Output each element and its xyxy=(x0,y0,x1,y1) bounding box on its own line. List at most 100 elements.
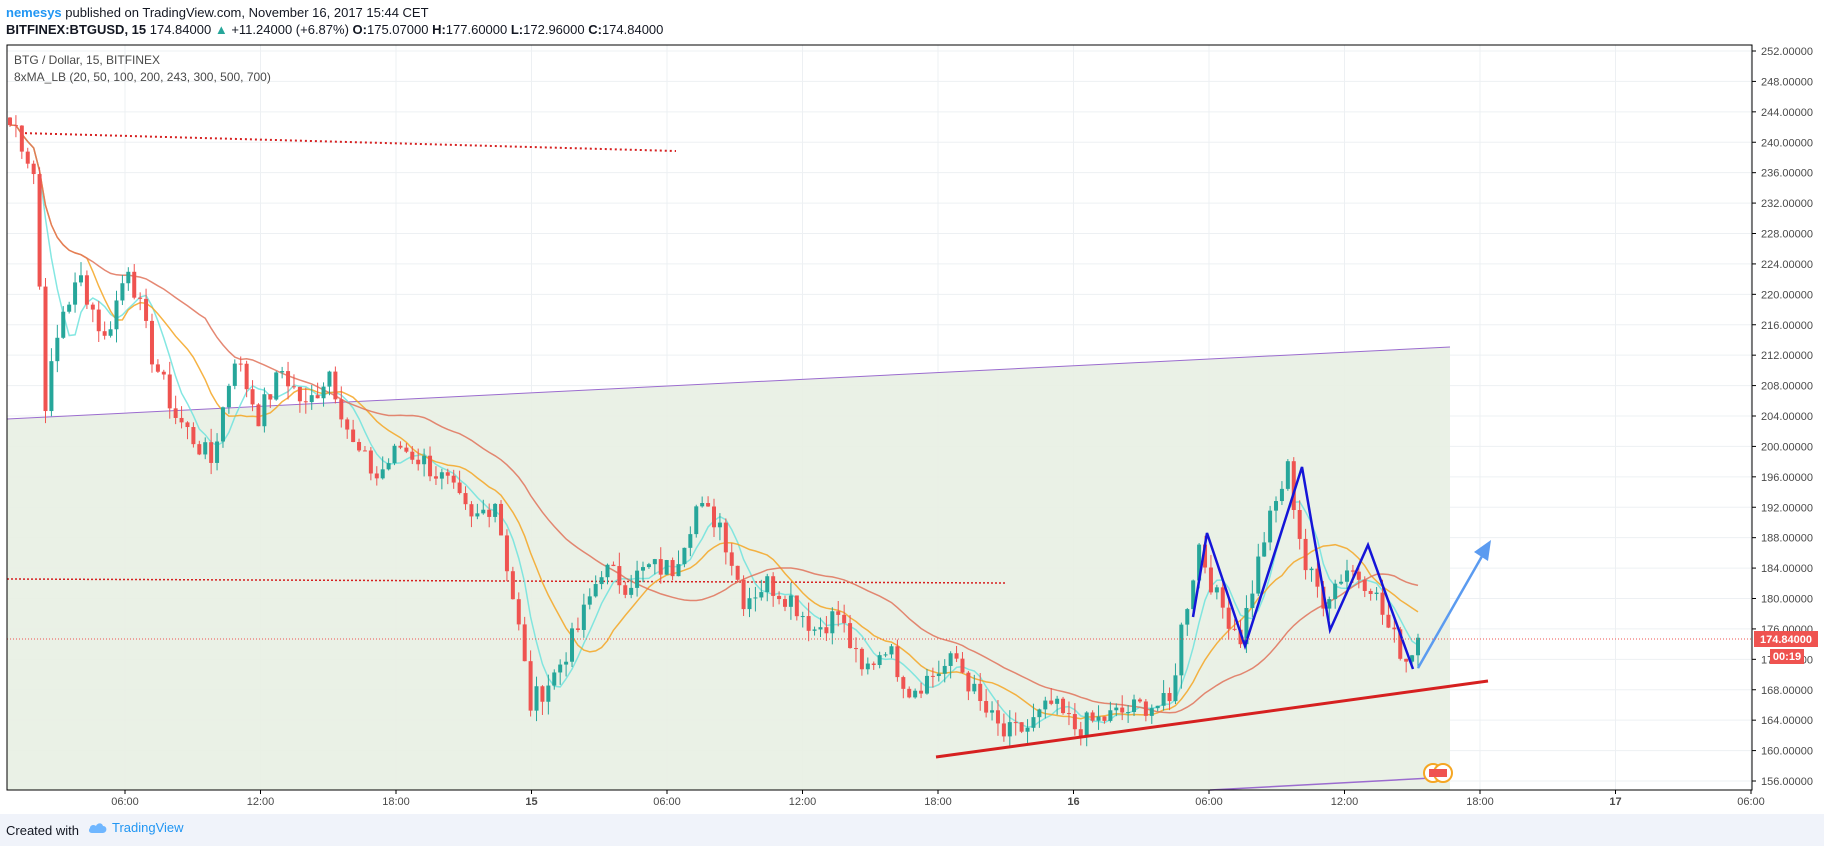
candle-body xyxy=(303,401,308,403)
candle-body xyxy=(1031,717,1036,728)
author-name[interactable]: nemesys xyxy=(6,5,62,20)
candle-body xyxy=(445,472,450,476)
candle-body xyxy=(1380,592,1385,615)
candle-body xyxy=(877,655,882,665)
candle-body xyxy=(948,653,953,666)
candle-body xyxy=(960,658,965,673)
candle-body xyxy=(930,675,935,677)
candle-body xyxy=(859,648,864,670)
candle-body xyxy=(871,663,876,665)
support-trend-line[interactable] xyxy=(935,679,1489,759)
candle-body xyxy=(712,506,716,528)
channel-lower-line[interactable] xyxy=(1209,776,1451,791)
candle-body xyxy=(830,611,835,634)
candle-body xyxy=(901,677,906,689)
chart-header: nemesys published on TradingView.com, No… xyxy=(6,4,663,38)
candle-body xyxy=(286,371,291,387)
candle-body xyxy=(1268,510,1273,543)
price-tick-label: 216.00000 xyxy=(1761,320,1813,332)
resistance-dotted-line[interactable] xyxy=(19,132,677,152)
candle-body xyxy=(611,564,616,567)
candle-body xyxy=(990,710,995,713)
candle-body xyxy=(398,445,403,448)
candle-body xyxy=(842,614,847,624)
candle-body xyxy=(392,445,397,464)
countdown-badge-text: 00:19 xyxy=(1773,651,1801,663)
candle-body xyxy=(410,451,415,460)
published-info: published on TradingView.com, November 1… xyxy=(65,5,429,20)
candle-body xyxy=(540,686,545,702)
price-tick-label: 164.00000 xyxy=(1761,715,1813,727)
price-tick-label: 192.00000 xyxy=(1761,502,1813,514)
candle-body xyxy=(635,570,640,588)
candle-body xyxy=(1274,501,1279,511)
candle-body xyxy=(1297,510,1302,539)
time-axis[interactable]: 06:00 12:00 18:00 15 06:00 12:00 18:00 16 06:00 1… xyxy=(111,790,1765,808)
price-axis[interactable]: 156.00000160.00000164.00000168.00000172.… xyxy=(1752,46,1813,788)
time-tick-label: 06:00 xyxy=(1737,796,1765,808)
price-tick-label: 228.00000 xyxy=(1761,229,1813,241)
zigzag-pattern[interactable] xyxy=(1191,466,1415,670)
candle-body xyxy=(493,503,498,517)
candle-body xyxy=(599,577,604,585)
time-tick-label: 12:00 xyxy=(789,796,817,808)
candle-body xyxy=(1350,570,1355,572)
candle-body xyxy=(433,476,438,479)
candle-body xyxy=(1149,708,1154,716)
event-flag-icon[interactable] xyxy=(1423,763,1453,783)
candle-body xyxy=(1226,607,1231,629)
candle-body xyxy=(664,560,669,575)
price-chart[interactable]: 156.00000 160.00000 164.00000 168.00000 172.… xyxy=(0,0,1824,814)
candle-body xyxy=(1339,581,1344,584)
candle-body xyxy=(812,629,817,631)
candle-body xyxy=(1161,693,1166,706)
candle-body xyxy=(1049,700,1054,704)
candle-body xyxy=(203,442,208,455)
time-tick-label: 12:00 xyxy=(1331,796,1359,808)
candle-body xyxy=(84,275,89,305)
candle-body xyxy=(1037,709,1042,718)
candle-body xyxy=(942,665,947,674)
candle-body xyxy=(788,595,793,607)
price-tick-label: 180.00000 xyxy=(1761,594,1813,606)
candle-body xyxy=(297,386,302,402)
legend-indicator[interactable]: 8xMA_LB (20, 50, 100, 200, 243, 300, 500… xyxy=(14,70,271,84)
candle-body xyxy=(978,683,983,702)
candle-body xyxy=(1410,655,1415,662)
candle-body xyxy=(357,442,362,451)
candle-body xyxy=(741,579,746,610)
candle-body xyxy=(670,560,675,577)
last-price: 174.84000 xyxy=(149,22,212,37)
candle-body xyxy=(1167,693,1172,702)
candle-body xyxy=(723,522,728,553)
candle-body xyxy=(777,595,782,600)
candle-body xyxy=(463,493,468,505)
candle-body xyxy=(1356,571,1361,580)
candle-body xyxy=(848,623,853,649)
candle-body xyxy=(936,673,941,677)
candle-body xyxy=(185,422,190,428)
candle-body xyxy=(1315,568,1320,587)
ma-slow-line xyxy=(9,124,1419,714)
candle-body xyxy=(759,592,764,598)
candle-body xyxy=(451,475,456,483)
candle-body xyxy=(309,395,314,403)
ma-mid-line xyxy=(9,124,1419,720)
candle-body xyxy=(1096,716,1101,721)
candle-body xyxy=(558,664,563,673)
candle-body xyxy=(475,513,480,517)
candle-body xyxy=(1001,723,1006,737)
candle-body xyxy=(824,627,829,634)
tradingview-link[interactable]: TradingView xyxy=(88,820,184,835)
candle-body xyxy=(238,363,243,365)
candle-body xyxy=(102,331,107,336)
price-tick-label: 236.00000 xyxy=(1761,168,1813,180)
candle-body xyxy=(1345,570,1350,582)
candle-body xyxy=(315,395,320,399)
candle-body xyxy=(1084,712,1089,737)
projection-arrow[interactable] xyxy=(1416,543,1491,669)
channel-upper-line[interactable] xyxy=(6,346,1451,420)
candle-body xyxy=(345,419,350,430)
time-tick-label: 12:00 xyxy=(247,796,275,808)
candle-body xyxy=(1368,590,1373,594)
